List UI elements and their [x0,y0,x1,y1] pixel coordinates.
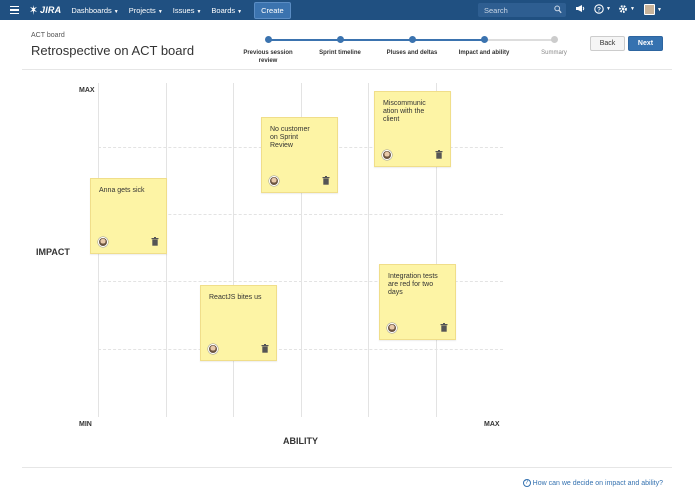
sticky-note[interactable]: ReactJS bites us [200,285,277,361]
gear-icon [619,5,627,13]
top-navigation-bar: JIRA Dashboards ▼ Projects ▼ Issues ▼ Board… [0,0,695,20]
avatar [644,4,655,15]
jira-logo-icon [30,5,37,15]
help-icon: ? [594,4,604,14]
grid-line [98,349,503,350]
logo-text: JIRA [40,5,62,15]
chevron-down-icon: ▼ [196,8,202,15]
stepper-progress-line [268,39,484,41]
y-axis-max-label: MAX [79,87,95,94]
step-dot-previous-session-review[interactable] [265,36,272,43]
sticky-note-text: Miscommunication with the client [383,100,426,123]
jira-logo[interactable]: JIRA [29,5,61,15]
sticky-note[interactable]: No customer on Sprint Review [261,117,338,193]
search-input[interactable]: Search [478,3,566,17]
x-axis-min-label: MIN [79,421,92,428]
step-label-previous-session-review[interactable]: Previous session review [243,50,293,64]
grid-line [436,83,437,417]
sticky-note[interactable]: Integration tests are red for two days [379,264,456,340]
x-axis-max-label: MAX [484,421,500,428]
step-dot-impact-and-ability[interactable] [481,36,488,43]
help-link-text: How can we decide on impact and ability? [532,479,663,487]
chevron-down-icon: ▼ [606,6,611,12]
step-label-sprint-timeline[interactable]: Sprint timeline [319,50,361,56]
avatar [208,344,218,354]
step-label-pluses-and-deltas[interactable]: Pluses and deltas [386,50,438,56]
settings-menu[interactable]: ▼ [618,4,635,14]
step-dot-sprint-timeline[interactable] [337,36,344,43]
grid-line [233,83,234,417]
x-axis-title: ABILITY [283,436,318,446]
nav-boards-label: Boards [211,5,236,15]
header-divider [22,69,672,70]
search-icon [554,5,562,14]
stepper-remaining-line [484,39,554,41]
grid-line [98,281,503,282]
chevron-down-icon: ▼ [237,8,243,15]
avatar [382,150,392,160]
sticky-note-text: Integration tests are red for two days [388,273,438,296]
nav-issues[interactable]: Issues ▼ [173,6,202,15]
trash-icon[interactable] [322,176,330,185]
grid-line [368,83,369,417]
help-link[interactable]: ? How can we decide on impact and abilit… [522,479,663,487]
trash-icon[interactable] [151,237,159,246]
trash-icon[interactable] [440,323,448,332]
chevron-down-icon: ▼ [157,8,163,15]
sticky-note[interactable]: Anna gets sick [90,178,167,254]
next-button[interactable]: Next [628,36,663,51]
footer-divider [22,467,672,468]
help-menu[interactable]: ? ▼ [594,4,611,14]
avatar [387,323,397,333]
page-title: Retrospective on ACT board [31,43,195,58]
step-label-summary[interactable]: Summary [541,50,567,56]
chevron-down-icon: ▼ [113,8,119,15]
sticky-note-text: No customer on Sprint Review [270,126,310,149]
avatar [98,237,108,247]
notifications-megaphone-icon[interactable] [575,4,585,13]
nav-issues-label: Issues [172,5,195,15]
nav-dashboards-label: Dashboards [71,5,112,15]
grid-line [98,214,503,215]
avatar [269,176,279,186]
nav-dashboards[interactable]: Dashboards ▼ [71,6,118,15]
sticky-note-text: Anna gets sick [99,187,145,194]
sticky-note-text: ReactJS bites us [209,294,262,301]
trash-icon[interactable] [435,150,443,159]
chevron-down-icon: ▼ [657,6,662,13]
search-placeholder: Search [484,5,508,15]
chevron-down-icon: ▼ [630,6,635,12]
sticky-note[interactable]: Miscommunication with the client [374,91,451,167]
grid-line [301,83,302,417]
user-profile-menu[interactable]: ▼ [644,4,662,15]
nav-projects-label: Projects [128,5,156,15]
progress-stepper: Previous session review Sprint timeline … [232,35,592,65]
breadcrumb[interactable]: ACT board [31,32,65,39]
trash-icon[interactable] [261,344,269,353]
step-dot-summary[interactable] [551,36,558,43]
app-switcher-menu-icon[interactable] [3,0,25,20]
step-dot-pluses-and-deltas[interactable] [409,36,416,43]
nav-boards[interactable]: Boards ▼ [211,6,242,15]
create-button[interactable]: Create [254,1,291,19]
nav-projects[interactable]: Projects ▼ [129,6,163,15]
question-circle-icon: ? [522,479,531,487]
back-button[interactable]: Back [590,36,625,51]
y-axis-title: IMPACT [36,247,70,257]
svg-text:?: ? [597,7,601,14]
step-label-impact-and-ability[interactable]: Impact and ability [458,50,510,56]
